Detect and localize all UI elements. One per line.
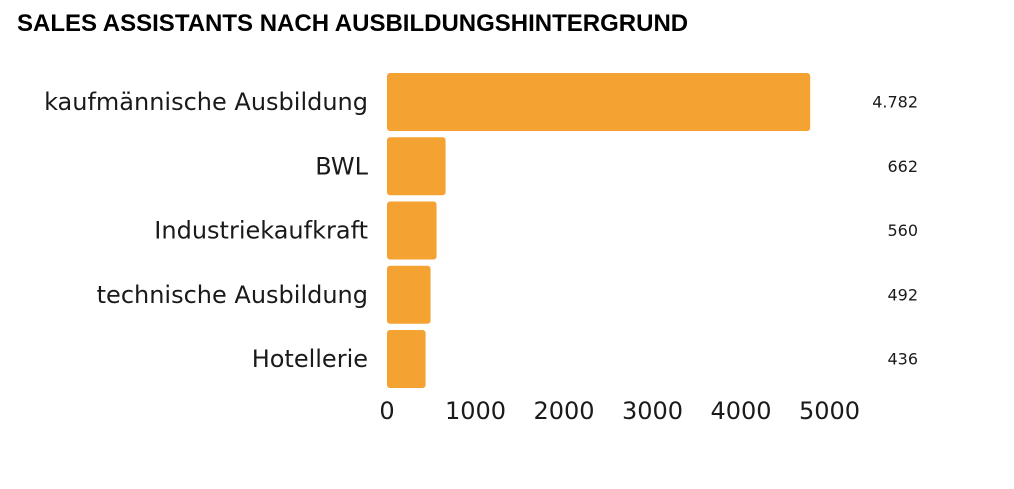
x-tick-label: 2000 — [533, 397, 594, 425]
value-label: 560 — [887, 221, 918, 240]
value-label: 4.782 — [872, 93, 918, 112]
bar-3 — [387, 265, 431, 324]
category-label: Hotellerie — [252, 345, 368, 373]
category-label: BWL — [315, 152, 368, 180]
bars-group — [387, 73, 811, 388]
value-label: 492 — [887, 285, 918, 304]
x-tick-label: 5000 — [799, 397, 860, 425]
x-tick-label: 4000 — [710, 397, 771, 425]
bar-4 — [387, 330, 426, 388]
chart-title: SALES ASSISTANTS NACH AUSBILDUNGSHINTERG… — [17, 10, 689, 37]
value-labels: 4.782 662 560 492 436 — [872, 93, 918, 369]
value-label: 662 — [887, 157, 918, 176]
bar-1 — [387, 137, 446, 196]
bar-2 — [387, 201, 437, 260]
x-tick-label: 1000 — [445, 397, 506, 425]
category-label: Industriekaufkraft — [154, 217, 368, 245]
value-label: 436 — [887, 350, 918, 369]
category-label: kaufmännische Ausbildung — [44, 88, 368, 116]
category-label: technische Ausbildung — [97, 281, 368, 309]
category-labels: kaufmännische Ausbildung BWL Industriekauf… — [44, 88, 369, 373]
x-axis-ticks: 0 1000 2000 3000 4000 5000 — [379, 397, 860, 425]
x-tick-label: 3000 — [622, 397, 683, 425]
bar-0 — [387, 73, 811, 131]
x-tick-label: 0 — [379, 397, 394, 425]
